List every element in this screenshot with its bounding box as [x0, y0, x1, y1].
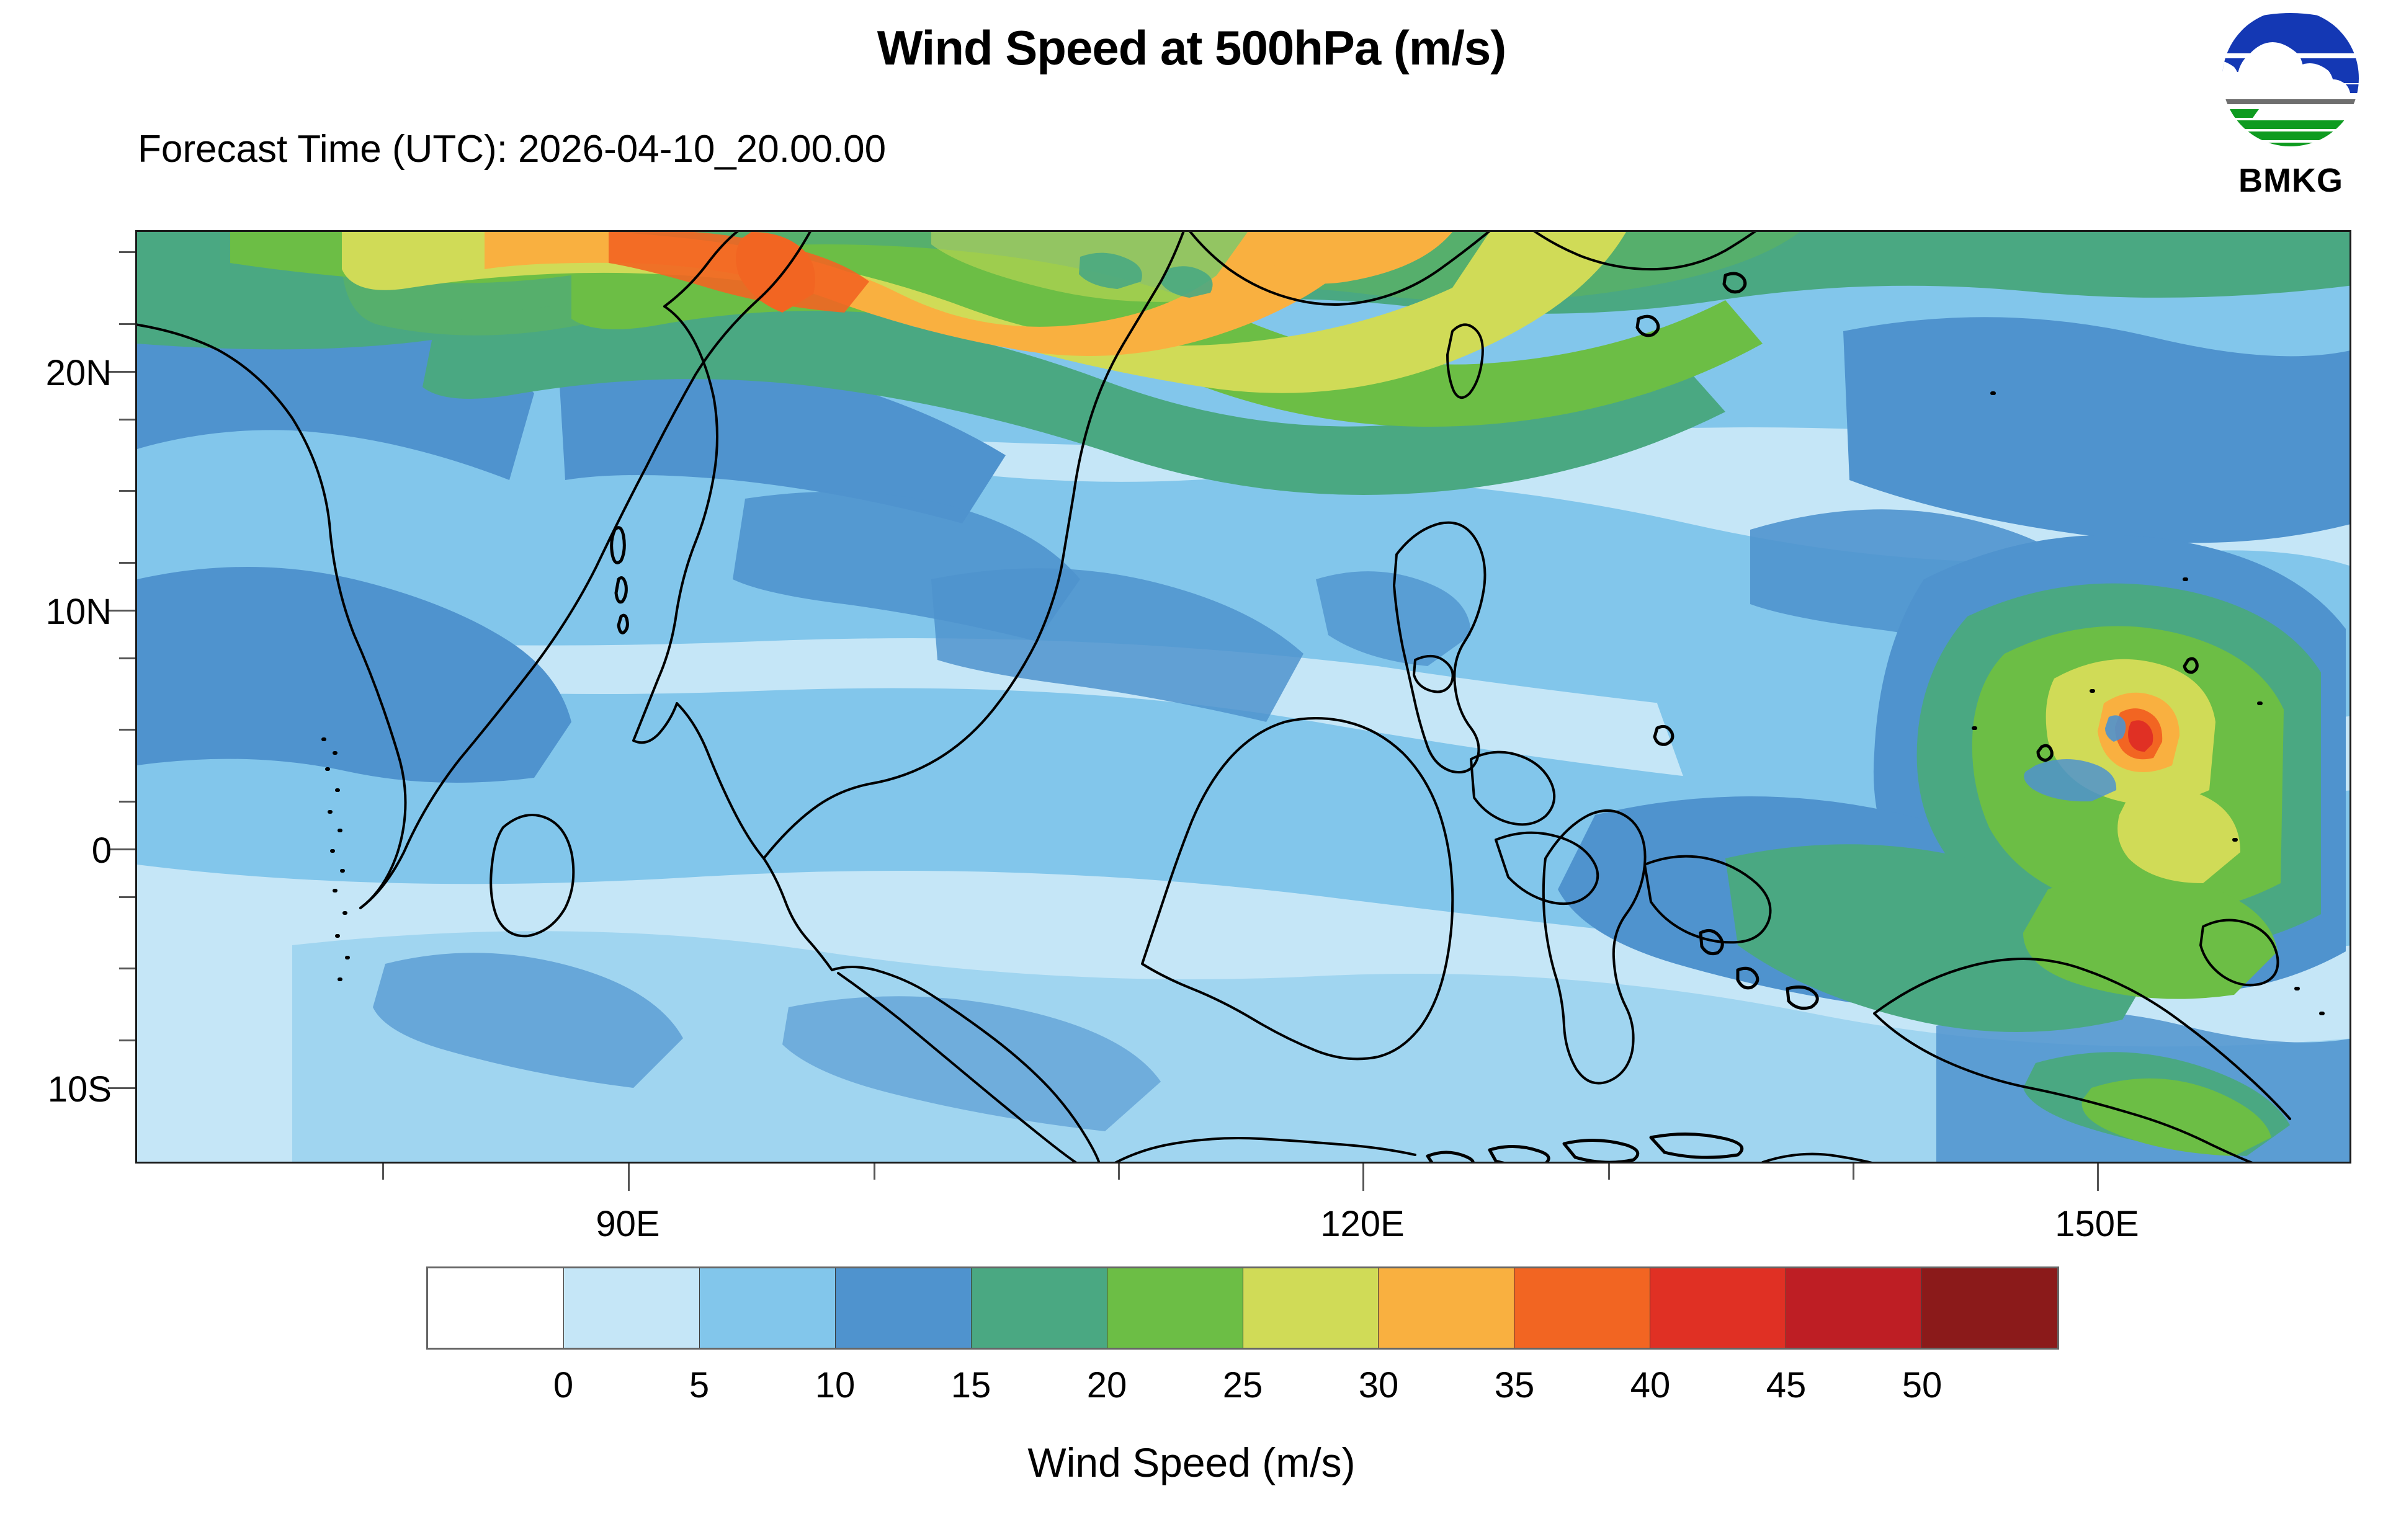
- colorbar-tick-30: 30: [1358, 1365, 1399, 1405]
- x-tick-150e: [2097, 1164, 2099, 1191]
- y-tick-minor: [119, 251, 135, 253]
- contour-field: [137, 232, 2349, 1162]
- bmkg-emblem-icon: [2222, 13, 2359, 146]
- y-tick-minor: [119, 801, 135, 803]
- y-tick-minor: [119, 562, 135, 564]
- bmkg-logo-text: BMKG: [2238, 162, 2343, 199]
- colorbar[interactable]: [426, 1266, 2059, 1350]
- x-tick-minor: [382, 1164, 384, 1180]
- y-tick-minor: [119, 729, 135, 731]
- colorbar-tick-0: 0: [553, 1365, 574, 1405]
- x-tick-minor: [1853, 1164, 1854, 1180]
- page-title: Wind Speed at 500hPa (m/s): [877, 20, 1507, 75]
- colorbar-tick-25: 25: [1222, 1365, 1263, 1405]
- colorbar-swatch-2: [699, 1268, 836, 1348]
- colorbar-tick-40: 40: [1630, 1365, 1671, 1405]
- colorbar-tick-20: 20: [1086, 1365, 1127, 1405]
- colorbar-swatch-3: [835, 1268, 972, 1348]
- colorbar-tick-15: 15: [950, 1365, 991, 1405]
- y-tick-10n: [108, 610, 135, 612]
- x-tick-minor: [1118, 1164, 1120, 1180]
- y-axis-label-10n: 10N: [45, 592, 112, 632]
- y-axis-label-20n: 20N: [45, 353, 112, 393]
- colorbar-tick-10: 10: [815, 1365, 856, 1405]
- y-axis-label-0: 0: [91, 830, 112, 871]
- bmkg-logo: BMKG: [2212, 5, 2370, 210]
- colorbar-swatch-4: [971, 1268, 1107, 1348]
- colorbar-swatch-0: [428, 1268, 564, 1348]
- y-tick-0: [108, 848, 135, 850]
- colorbar-title: Wind Speed (m/s): [1027, 1440, 1356, 1485]
- colorbar-swatch-1: [563, 1268, 700, 1348]
- colorbar-swatch-6: [1243, 1268, 1379, 1348]
- x-axis-label-150e: 150E: [2055, 1204, 2139, 1244]
- colorbar-swatch-11: [1922, 1268, 2058, 1348]
- colorbar-swatch-8: [1514, 1268, 1651, 1348]
- colorbar-swatch-9: [1650, 1268, 1787, 1348]
- x-tick-minor: [1608, 1164, 1610, 1180]
- y-tick-10s: [108, 1087, 135, 1089]
- wind-speed-map[interactable]: [135, 230, 2351, 1164]
- y-tick-minor: [119, 896, 135, 898]
- y-tick-minor: [119, 1039, 135, 1041]
- x-tick-minor: [874, 1164, 875, 1180]
- x-axis-label-120e: 120E: [1320, 1204, 1405, 1244]
- colorbar-swatch-10: [1786, 1268, 1923, 1348]
- y-axis-label-10s: 10S: [47, 1069, 112, 1110]
- colorbar-swatch-5: [1107, 1268, 1243, 1348]
- forecast-time-label: Forecast Time (UTC): 2026-04-10_20.00.00: [138, 128, 887, 171]
- colorbar-tick-35: 35: [1494, 1365, 1535, 1405]
- colorbar-tick-50: 50: [1902, 1365, 1943, 1405]
- x-tick-120e: [1362, 1164, 1364, 1191]
- y-tick-minor: [119, 968, 135, 969]
- x-tick-90e: [628, 1164, 630, 1191]
- x-axis-label-90e: 90E: [596, 1204, 660, 1244]
- y-tick-minor: [119, 657, 135, 659]
- y-tick-minor: [119, 323, 135, 325]
- y-tick-20n: [108, 371, 135, 373]
- colorbar-swatch-7: [1379, 1268, 1515, 1348]
- y-tick-minor: [119, 490, 135, 492]
- colorbar-tick-45: 45: [1766, 1365, 1807, 1405]
- colorbar-tick-5: 5: [689, 1365, 710, 1405]
- y-tick-minor: [119, 419, 135, 421]
